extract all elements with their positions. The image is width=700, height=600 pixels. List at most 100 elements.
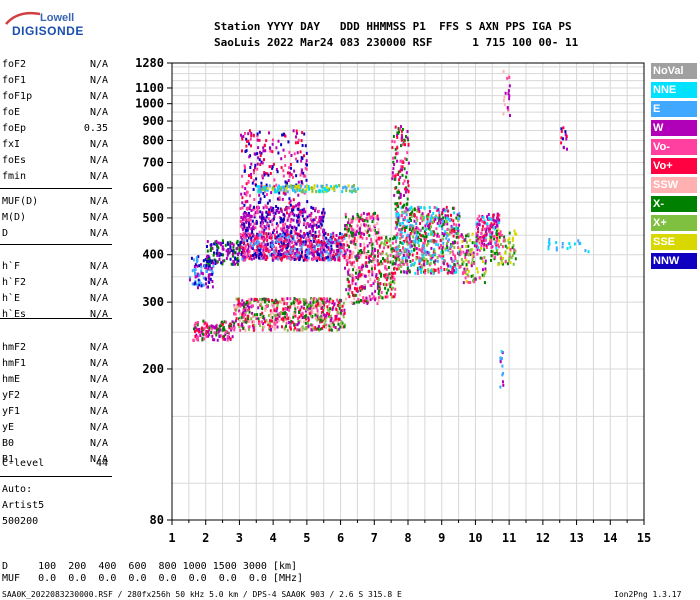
data-point — [406, 262, 409, 266]
data-point — [425, 262, 428, 266]
data-point — [236, 261, 239, 265]
data-point — [365, 264, 367, 268]
data-point — [400, 129, 403, 133]
data-point — [253, 222, 256, 226]
data-point — [406, 136, 409, 140]
data-point — [273, 301, 276, 305]
data-point — [473, 262, 476, 266]
data-point — [255, 249, 258, 252]
data-point — [386, 254, 389, 258]
data-point — [299, 300, 302, 304]
data-point — [303, 207, 306, 211]
data-point — [377, 282, 380, 286]
data-point — [361, 218, 364, 222]
data-point — [294, 314, 297, 318]
data-point — [299, 229, 302, 233]
data-point — [292, 237, 295, 241]
data-point — [401, 128, 404, 131]
data-point — [345, 233, 348, 237]
data-point — [457, 218, 460, 222]
data-point — [348, 236, 351, 240]
param-name: h`F2 — [2, 277, 27, 288]
data-point — [482, 239, 485, 243]
data-point — [471, 241, 474, 245]
data-point — [194, 281, 197, 285]
data-point — [321, 253, 324, 257]
data-point — [370, 240, 373, 244]
data-point — [508, 259, 511, 262]
data-point — [356, 229, 358, 233]
data-point — [215, 239, 218, 243]
data-point — [196, 259, 199, 263]
data-point — [434, 262, 436, 266]
data-point — [419, 228, 422, 232]
data-point — [328, 310, 331, 313]
data-point — [316, 309, 319, 313]
data-point — [507, 241, 510, 245]
data-point — [339, 242, 342, 246]
data-point — [230, 262, 233, 266]
data-point — [284, 154, 286, 158]
data-point — [341, 232, 344, 236]
data-point — [247, 226, 250, 230]
data-point — [368, 212, 370, 216]
data-point — [377, 284, 379, 288]
data-point — [205, 277, 207, 281]
data-point — [229, 337, 232, 341]
data-point — [275, 168, 278, 171]
data-point — [372, 251, 375, 255]
data-point — [298, 243, 301, 247]
data-point — [241, 303, 244, 307]
data-point — [335, 252, 337, 256]
data-point — [372, 228, 375, 232]
data-point — [430, 271, 432, 275]
data-point — [367, 280, 370, 284]
data-point — [399, 228, 402, 232]
data-point — [438, 216, 441, 220]
data-point — [230, 328, 233, 332]
data-point — [324, 231, 327, 235]
data-point — [259, 197, 262, 201]
data-point — [458, 212, 461, 216]
data-point — [500, 261, 503, 265]
logo-lowell: Lowell — [40, 12, 75, 24]
data-point — [449, 264, 452, 268]
data-point — [400, 270, 403, 274]
data-point — [316, 221, 319, 224]
data-point — [292, 301, 295, 305]
data-point — [312, 227, 314, 231]
data-point — [212, 264, 215, 268]
data-point — [198, 327, 201, 331]
data-point — [276, 313, 279, 317]
y-tick-label: 900 — [142, 114, 164, 128]
data-point — [284, 238, 287, 242]
data-point — [257, 205, 259, 209]
data-point — [341, 304, 344, 308]
data-point — [284, 312, 287, 315]
data-point — [301, 250, 303, 254]
data-point — [400, 136, 403, 140]
data-point — [406, 130, 409, 133]
data-point — [256, 167, 259, 171]
data-point — [509, 261, 512, 265]
data-point — [430, 268, 433, 272]
data-point — [314, 300, 317, 304]
data-point — [506, 262, 509, 266]
data-point — [502, 380, 504, 384]
data-point — [355, 271, 357, 275]
data-point — [414, 238, 417, 242]
data-point — [258, 246, 261, 250]
data-point — [453, 222, 455, 226]
data-point — [347, 284, 350, 288]
data-point — [388, 272, 391, 276]
data-point — [236, 252, 239, 256]
data-point — [237, 303, 240, 307]
data-point — [375, 236, 378, 240]
data-point — [250, 131, 253, 135]
data-point — [424, 250, 427, 254]
data-point — [213, 338, 216, 342]
data-point — [415, 226, 418, 230]
data-point — [223, 328, 226, 332]
data-point — [289, 257, 292, 261]
data-point — [305, 159, 308, 163]
